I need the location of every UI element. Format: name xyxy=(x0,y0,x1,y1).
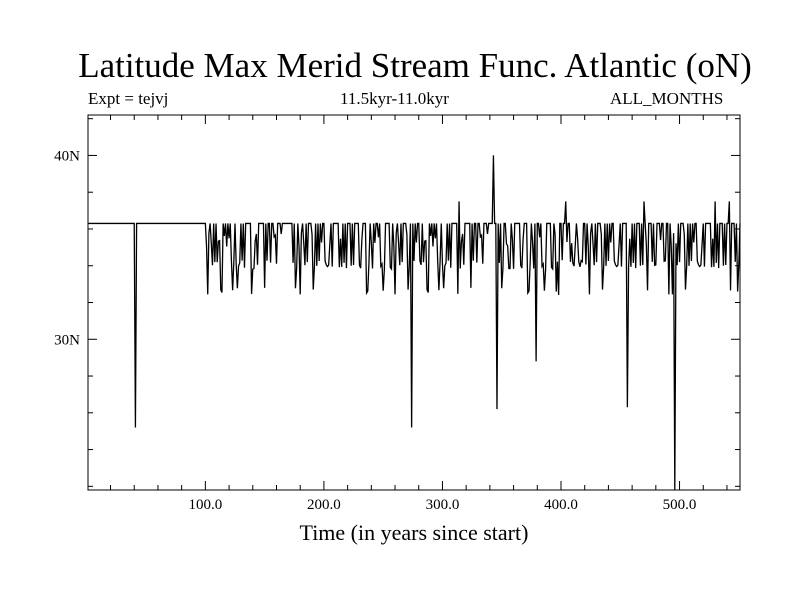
months-label: ALL_MONTHS xyxy=(610,89,724,108)
experiment-label: Expt = tejvj xyxy=(88,89,169,108)
x-tick-label: 500.0 xyxy=(663,497,697,513)
series-line xyxy=(88,155,741,491)
y-tick-label: 40N xyxy=(54,148,80,164)
x-tick-label: 200.0 xyxy=(307,497,341,513)
y-tick-label: 30N xyxy=(54,332,80,348)
plot-frame xyxy=(87,114,741,491)
x-tick-label: 400.0 xyxy=(544,497,578,513)
chart-title: Latitude Max Merid Stream Func. Atlantic… xyxy=(78,46,752,85)
x-tick-label: 300.0 xyxy=(426,497,460,513)
x-axis-title: Time (in years since start) xyxy=(300,520,529,545)
period-label: 11.5kyr-11.0kyr xyxy=(340,89,449,108)
x-tick-label: 100.0 xyxy=(188,497,222,513)
